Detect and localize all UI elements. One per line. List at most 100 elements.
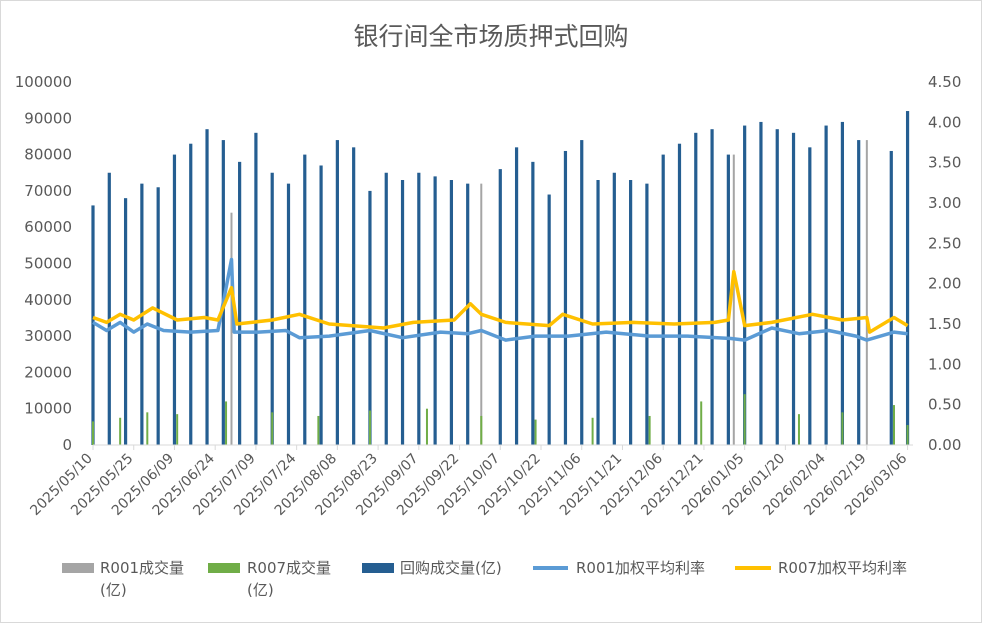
bar [534, 419, 537, 445]
bar [889, 150, 893, 445]
bar [466, 183, 470, 445]
bar [841, 412, 844, 445]
bar [629, 180, 633, 445]
y-left-tick-label: 0 [62, 436, 72, 454]
x-axis: 2025/05/102025/05/252025/06/092025/06/24… [27, 445, 910, 519]
bar [840, 121, 845, 446]
y-right-tick-label: 0.50 [928, 396, 961, 414]
y-left-tick-label: 60000 [24, 218, 72, 236]
bar [230, 212, 233, 445]
legend-item-r001-rate[interactable]: R001加权平均利率 [533, 559, 705, 577]
bar [906, 425, 909, 445]
bar [107, 172, 111, 445]
line-layer [92, 257, 909, 342]
bar [270, 172, 274, 445]
legend-label-r001-volume-line2: (亿) [100, 581, 127, 599]
legend-label-r007-volume-line1: R007成交量 [247, 559, 331, 577]
bar [645, 183, 649, 445]
legend-item-r007-rate[interactable]: R007加权平均利率 [735, 559, 907, 577]
bar [612, 172, 616, 445]
legend-label-r007-volume-line2: (亿) [247, 581, 274, 599]
bar-layer [91, 111, 910, 446]
bar [498, 169, 502, 445]
bar [449, 180, 454, 445]
bar [677, 143, 682, 445]
bar [352, 147, 356, 445]
bar [480, 415, 483, 445]
y-left-tick-label: 40000 [24, 291, 72, 309]
y-left-tick-label: 50000 [24, 255, 72, 273]
bar [857, 140, 861, 445]
bar [335, 140, 339, 445]
bar [775, 129, 779, 445]
bar [146, 412, 149, 445]
y-left-tick-label: 100000 [15, 73, 72, 91]
y-right-tick-label: 1.50 [928, 315, 961, 333]
bar [417, 172, 421, 445]
bar [661, 154, 665, 445]
bar [119, 417, 122, 445]
bar [694, 132, 698, 445]
legend: R001成交量 (亿) R007成交量 (亿) 回购成交量(亿) R001加权平均利… [62, 559, 907, 599]
bar [368, 410, 371, 445]
bar [425, 408, 428, 445]
legend-item-r007-volume[interactable]: R007成交量 (亿) [208, 559, 331, 599]
bar [700, 401, 703, 445]
y-right-tick-label: 3.50 [928, 154, 961, 172]
legend-item-repo-volume[interactable]: 回购成交量(亿) [362, 559, 502, 577]
bar [254, 132, 258, 445]
y-left-tick-label: 30000 [24, 327, 72, 345]
bar [865, 140, 868, 445]
bar [743, 125, 747, 445]
y-right-tick-label: 3.00 [928, 194, 961, 212]
y-right-tick-label: 2.00 [928, 275, 961, 293]
legend-label-r001-rate: R001加权平均利率 [576, 559, 705, 577]
bar [205, 129, 209, 445]
bar [91, 205, 95, 445]
bar [271, 412, 274, 445]
bar [732, 154, 735, 445]
y-left-tick-label: 90000 [24, 109, 72, 127]
bar [286, 183, 291, 445]
bar [384, 172, 388, 445]
legend-label-r001-volume: R001成交量 (亿) [100, 559, 184, 599]
bar [172, 154, 177, 445]
bar [563, 150, 568, 445]
bar [759, 121, 763, 446]
bar [726, 154, 730, 445]
bar [238, 161, 242, 446]
bar [648, 415, 651, 445]
legend-item-r001-volume[interactable]: R001成交量 (亿) [62, 559, 184, 599]
bar [189, 143, 193, 445]
bar [808, 147, 812, 445]
bar [303, 154, 307, 445]
y-right-tick-label: 4.50 [928, 73, 961, 91]
y-right-tick-label: 4.00 [928, 113, 961, 131]
bar [400, 180, 405, 445]
bar [710, 129, 714, 445]
bar [156, 187, 160, 445]
chart-title: 银行间全市场质押式回购 [353, 22, 628, 51]
legend-label-r007-rate: R007加权平均利率 [778, 559, 907, 577]
y-left-tick-label: 20000 [24, 363, 72, 381]
bar [596, 180, 600, 445]
rate-line [92, 269, 909, 334]
bar [824, 125, 828, 445]
y-axis-left: 0 10000 20000 30000 40000 50000 60000 70000 8000… [15, 73, 72, 454]
y-left-tick-label: 80000 [24, 146, 72, 164]
bar [433, 176, 437, 445]
y-right-tick-label: 2.50 [928, 234, 961, 252]
legend-swatch-r007-volume [208, 563, 240, 573]
bar [319, 165, 323, 446]
bar [368, 190, 372, 445]
bar [123, 198, 128, 445]
y-left-tick-label: 70000 [24, 182, 72, 200]
y-right-tick-label: 0.00 [928, 436, 961, 454]
bar [580, 140, 584, 445]
legend-swatch-repo-volume [362, 563, 394, 573]
legend-label-repo-volume: 回购成交量(亿) [400, 559, 502, 577]
bar [547, 194, 551, 445]
y-axis-right: 0.00 0.50 1.00 1.50 2.00 2.50 3.00 3.50 4.00 4.50 [928, 73, 961, 454]
bar [905, 111, 910, 445]
y-right-tick-label: 1.00 [928, 355, 961, 373]
